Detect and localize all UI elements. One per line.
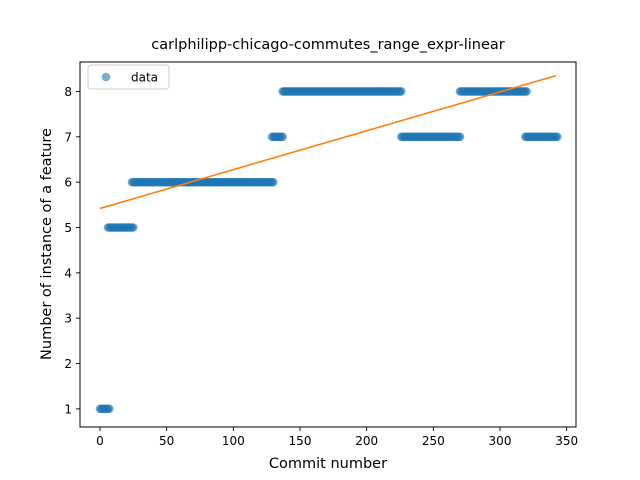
data-point	[278, 132, 287, 142]
y-tick-label: 8	[64, 85, 72, 99]
plot-background	[80, 62, 576, 427]
y-tick-label: 3	[64, 312, 72, 326]
data-point	[455, 132, 465, 142]
y-tick-label: 1	[64, 402, 72, 416]
x-tick-label: 100	[222, 434, 245, 448]
x-tick-label: 250	[422, 434, 445, 448]
trend-line	[99, 74, 557, 210]
legend: data	[87, 64, 170, 90]
y-tick-label: 2	[64, 357, 72, 371]
legend-marker	[101, 72, 111, 82]
plot-area	[80, 62, 576, 427]
data-point	[129, 223, 138, 232]
y-tick-label: 6	[64, 176, 72, 190]
plot-frame	[79, 61, 577, 428]
x-tick-label: 350	[555, 434, 578, 448]
data-point	[269, 177, 278, 187]
y-tick-label: 7	[64, 130, 72, 144]
chart-title: carlphilipp-chicago-commutes_range_expr-…	[151, 37, 504, 53]
data-point	[105, 404, 114, 414]
y-tick-label: 4	[64, 266, 72, 280]
legend-box	[87, 64, 170, 90]
x-tick-label: 300	[489, 434, 512, 448]
x-tick-label: 0	[96, 434, 104, 448]
x-axis-label: Commit number	[269, 456, 387, 472]
x-tick-label: 150	[289, 434, 312, 448]
data-point	[397, 87, 406, 96]
y-axis-label: Number of instance of a feature	[39, 128, 55, 360]
legend-label: data	[131, 71, 158, 85]
data-point	[522, 87, 531, 96]
x-tick-label: 200	[355, 434, 378, 448]
data-layer	[95, 74, 562, 414]
x-tick-label: 50	[159, 434, 174, 448]
data-point	[553, 132, 562, 142]
y-tick-label: 5	[64, 221, 72, 235]
axes: 0 50 100 150 200 250 300 350 1 2 3 4 5 6 7 8	[64, 61, 578, 448]
